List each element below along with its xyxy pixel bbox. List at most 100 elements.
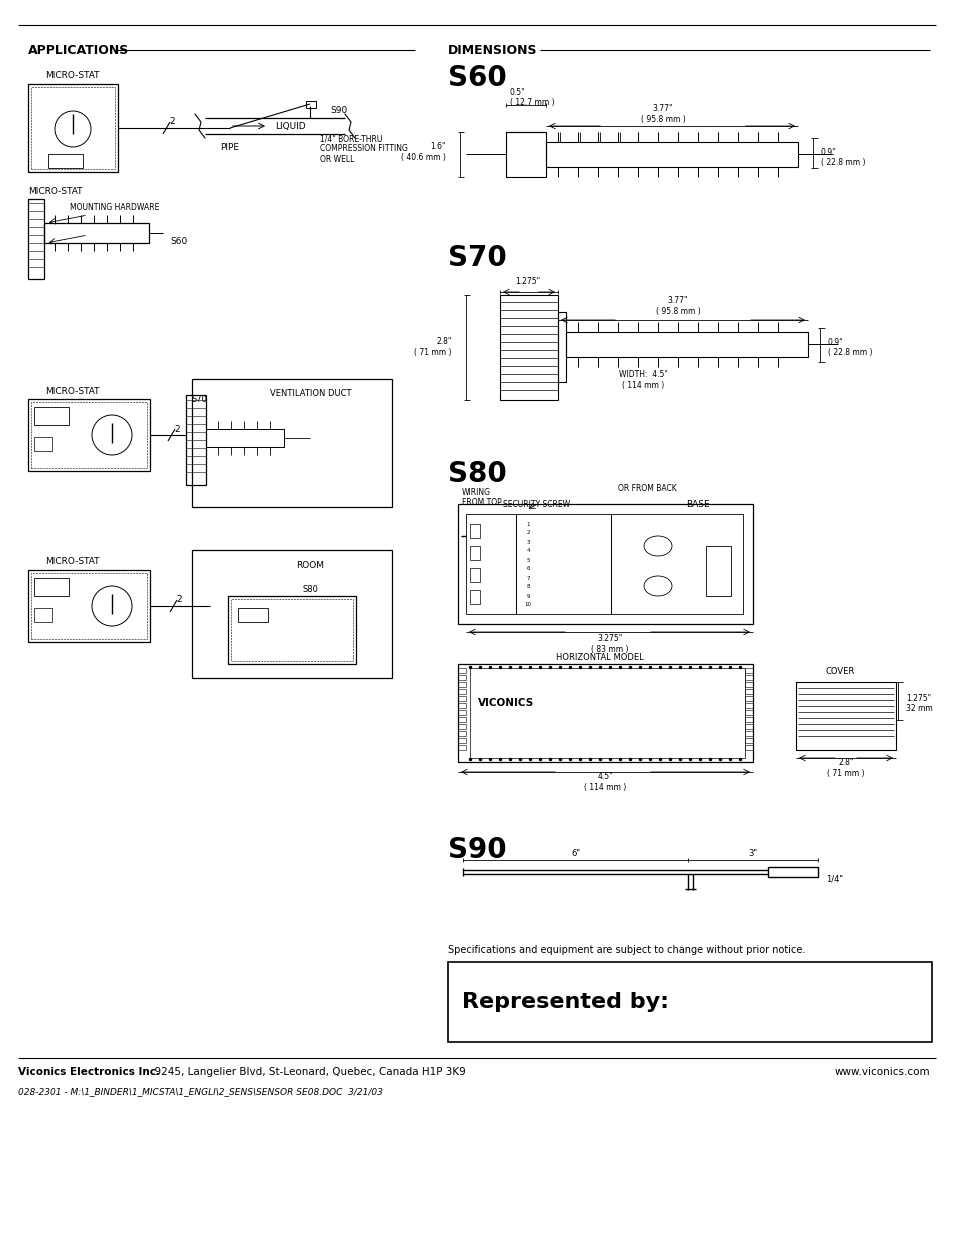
Bar: [744, 676, 752, 680]
Bar: [457, 745, 465, 750]
Bar: [470, 524, 479, 538]
Text: 2.8"
( 71 mm ): 2.8" ( 71 mm ): [414, 337, 452, 357]
Bar: [470, 568, 479, 582]
Bar: [705, 546, 730, 597]
Text: 3: 3: [526, 540, 529, 545]
Bar: [744, 718, 752, 722]
Bar: [28, 571, 150, 642]
Bar: [34, 437, 52, 451]
Bar: [545, 142, 797, 167]
Text: 4: 4: [526, 548, 529, 553]
Text: WIDTH:  4.5"
( 114 mm ): WIDTH: 4.5" ( 114 mm ): [618, 370, 667, 390]
Text: HORIZONTAL MODEL: HORIZONTAL MODEL: [556, 653, 643, 662]
Bar: [470, 668, 744, 758]
Text: S90: S90: [330, 106, 347, 115]
Text: 028-2301 - M:\1_BINDER\1_MICSTA\1_ENGLI\2_SENS\SENSOR SE08.DOC  3/21/03: 028-2301 - M:\1_BINDER\1_MICSTA\1_ENGLI\…: [18, 1088, 382, 1097]
Bar: [28, 84, 118, 172]
Bar: [457, 664, 752, 762]
Text: WIRING
FROM TOP: WIRING FROM TOP: [461, 488, 501, 508]
Text: 1.275"
32 mm: 1.275" 32 mm: [905, 694, 932, 714]
Bar: [744, 739, 752, 743]
Text: 2.8"
( 71 mm ): 2.8" ( 71 mm ): [826, 758, 863, 778]
Bar: [565, 332, 807, 357]
Bar: [34, 578, 69, 597]
Text: S60: S60: [170, 237, 187, 246]
Text: 6": 6": [571, 850, 580, 858]
Text: S80: S80: [302, 585, 317, 594]
Bar: [457, 724, 465, 729]
Text: 1: 1: [526, 521, 529, 526]
Text: MICRO-STAT: MICRO-STAT: [45, 387, 99, 395]
Bar: [457, 731, 465, 736]
Bar: [457, 689, 465, 694]
Text: DIMENSIONS: DIMENSIONS: [448, 43, 537, 57]
Text: LIQUID: LIQUID: [274, 121, 305, 131]
Text: Specifications and equipment are subject to change without prior notice.: Specifications and equipment are subject…: [448, 945, 804, 955]
Bar: [28, 399, 150, 471]
Bar: [30, 86, 115, 169]
Bar: [457, 668, 465, 673]
Text: OR FROM BACK: OR FROM BACK: [618, 484, 676, 493]
Bar: [457, 718, 465, 722]
Bar: [610, 514, 742, 614]
Text: 6: 6: [526, 567, 529, 572]
Text: VENTILATION DUCT: VENTILATION DUCT: [270, 389, 351, 398]
Bar: [192, 379, 392, 508]
Bar: [499, 295, 558, 400]
Text: 1.6"
( 40.6 mm ): 1.6" ( 40.6 mm ): [400, 142, 446, 162]
Text: 3.275"
( 83 mm ): 3.275" ( 83 mm ): [591, 635, 628, 653]
Text: MICRO-STAT: MICRO-STAT: [28, 186, 82, 195]
Text: 0.9"
( 22.8 mm ): 0.9" ( 22.8 mm ): [827, 338, 872, 357]
Bar: [795, 682, 895, 750]
Text: 3": 3": [748, 850, 757, 858]
Bar: [44, 224, 149, 243]
Text: VICONICS: VICONICS: [477, 698, 534, 708]
Text: 1/4": 1/4": [825, 874, 842, 883]
Text: S70: S70: [192, 395, 208, 404]
Bar: [30, 573, 147, 638]
Text: 5: 5: [526, 557, 529, 562]
Text: 7: 7: [526, 576, 529, 580]
Bar: [457, 739, 465, 743]
Bar: [744, 710, 752, 715]
Text: PIPE: PIPE: [220, 143, 239, 152]
Bar: [744, 689, 752, 694]
Bar: [457, 697, 465, 701]
Bar: [48, 154, 83, 168]
Text: ROOM: ROOM: [295, 562, 324, 571]
Bar: [470, 590, 479, 604]
Text: BASE: BASE: [685, 500, 709, 509]
Bar: [470, 546, 479, 559]
Text: 2: 2: [174, 425, 179, 433]
Bar: [228, 597, 355, 664]
Text: S90: S90: [448, 836, 506, 864]
Text: 0.9"
( 22.8 mm ): 0.9" ( 22.8 mm ): [821, 148, 864, 168]
Bar: [306, 101, 315, 107]
Text: MOUNTING HARDWARE: MOUNTING HARDWARE: [71, 203, 159, 211]
Text: 9: 9: [526, 594, 529, 599]
Bar: [744, 731, 752, 736]
Bar: [457, 682, 465, 687]
Bar: [457, 703, 465, 708]
Bar: [744, 724, 752, 729]
Text: S60: S60: [448, 64, 506, 91]
Text: SECURITY SCREW: SECURITY SCREW: [502, 500, 570, 509]
Text: 2: 2: [169, 116, 174, 126]
Bar: [516, 514, 610, 614]
Bar: [237, 608, 268, 622]
Text: Represented by:: Represented by:: [461, 992, 668, 1011]
Bar: [186, 395, 206, 485]
Text: 2: 2: [526, 531, 529, 536]
Text: 0.5"
( 12.7 mm ): 0.5" ( 12.7 mm ): [510, 88, 554, 107]
Text: MICRO-STAT: MICRO-STAT: [45, 557, 99, 567]
Text: MICRO-STAT: MICRO-STAT: [45, 72, 99, 80]
Bar: [457, 504, 752, 624]
Text: S70: S70: [448, 245, 506, 272]
Text: 8: 8: [526, 584, 529, 589]
Text: 3.77"
( 95.8 mm ): 3.77" ( 95.8 mm ): [655, 296, 700, 316]
Bar: [231, 599, 353, 661]
Text: 3.77"
( 95.8 mm ): 3.77" ( 95.8 mm ): [640, 104, 684, 124]
Text: www.viconics.com: www.viconics.com: [834, 1067, 929, 1077]
Bar: [30, 403, 147, 468]
Text: 4.5"
( 114 mm ): 4.5" ( 114 mm ): [583, 772, 625, 792]
